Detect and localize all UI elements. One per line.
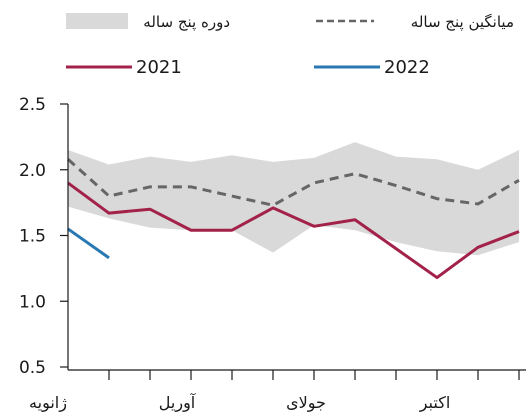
legend-band-swatch	[66, 13, 128, 29]
x-axis: ژانویه آوریل جولای اکتبر	[29, 369, 526, 413]
x-ticks: ژانویه آوریل جولای اکتبر	[29, 370, 520, 413]
y-tick-label: 1.0	[19, 292, 46, 312]
legend-band-label: دوره پنج ساله	[143, 13, 230, 32]
y-tick-label: 1.5	[19, 227, 46, 247]
x-tick-label: آوریل	[159, 393, 197, 413]
plot-area	[66, 142, 520, 280]
y-tick-label: 2.0	[19, 161, 46, 181]
series-2021-line	[67, 181, 520, 280]
legend-2022-label: 2022	[384, 57, 430, 78]
x-tick-label: اکتبر	[419, 393, 451, 413]
y-tick-label: 2.5	[19, 95, 46, 115]
five-year-range-band	[68, 142, 519, 256]
y-tick-label: 0.5	[19, 358, 46, 378]
y-axis: 0.5 1.0 1.5 2.0 2.5	[19, 95, 69, 378]
five-year-average-line	[66, 158, 520, 207]
legend: دوره پنج ساله میانگین پنج ساله 2021 2022	[66, 13, 514, 78]
x-tick-label: ژانویه	[29, 393, 67, 413]
x-tick-label: جولای	[286, 393, 326, 413]
y-ticks: 0.5 1.0 1.5 2.0 2.5	[19, 95, 68, 378]
legend-2021-label: 2021	[136, 57, 182, 78]
legend-avg-label: میانگین پنج ساله	[411, 13, 514, 32]
series-2022-line	[67, 227, 110, 260]
